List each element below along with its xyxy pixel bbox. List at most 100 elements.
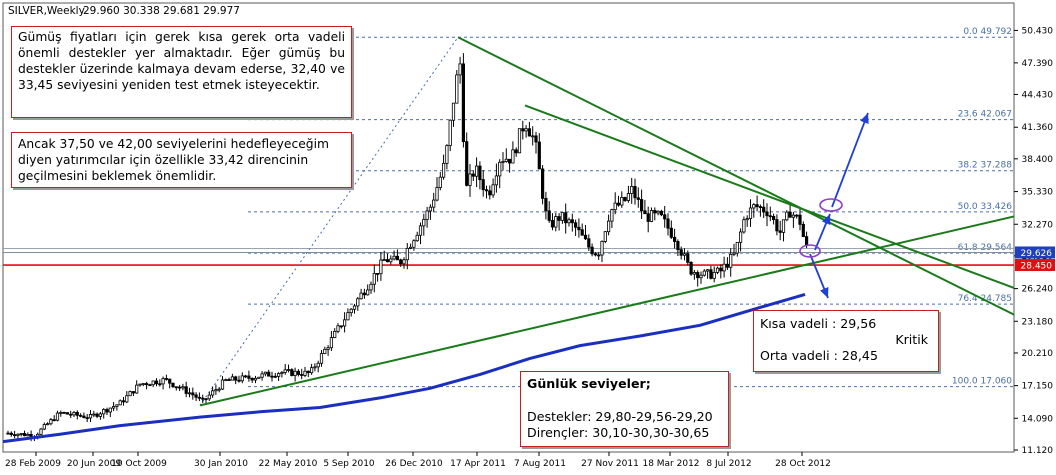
moving-average-line: [2, 292, 806, 444]
candle-body: [511, 149, 515, 164]
candle-body: [115, 404, 119, 407]
candle-body: [521, 128, 525, 132]
candle-body: [432, 199, 436, 208]
candle-body: [570, 219, 574, 224]
fib-level-label: 0.0 49.792: [963, 27, 1012, 37]
candle-body: [290, 369, 294, 376]
candle-body: [379, 259, 383, 275]
candle-body: [323, 348, 327, 354]
candle-body: [359, 292, 363, 300]
candle-body: [263, 371, 268, 375]
candle-body: [494, 175, 499, 186]
candle-body: [610, 209, 614, 222]
candle-body: [643, 210, 647, 215]
candle-body: [795, 214, 799, 217]
candle-body: [600, 241, 604, 256]
candle-body: [752, 204, 756, 209]
candle-body: [131, 391, 135, 394]
price-label-text: 29.626: [1021, 249, 1053, 259]
x-tick-label: 28 Oct 2012: [775, 459, 831, 469]
candle-body: [250, 377, 254, 381]
candle-body: [673, 236, 677, 242]
candle-body: [144, 383, 149, 386]
candle-body: [501, 161, 505, 163]
chart-symbol: SILVER,Weekly: [8, 5, 85, 17]
candle-body: [98, 413, 102, 417]
candle-body: [329, 337, 334, 349]
y-tick-label: 41.360: [1022, 123, 1054, 133]
candle-body: [758, 206, 763, 208]
candle-body: [95, 413, 99, 417]
fib-level-label: 50.0 33.426: [958, 202, 1013, 212]
candle-body: [6, 432, 10, 435]
candle-body: [564, 212, 568, 224]
candle-body: [623, 197, 627, 201]
candle-body: [392, 255, 396, 260]
candle-body: [399, 259, 403, 265]
candle-body: [138, 383, 142, 386]
candle-body: [125, 395, 129, 403]
candle-body: [491, 184, 495, 196]
candle-body: [148, 384, 152, 387]
candle-body: [765, 211, 769, 217]
candle-body: [286, 369, 291, 371]
candle-body: [319, 353, 324, 364]
candle-body: [709, 269, 713, 279]
candle-body: [326, 347, 330, 350]
candle-body: [418, 225, 423, 236]
y-tick-label: 20.210: [1022, 349, 1054, 359]
candle-body: [184, 386, 188, 394]
candle-body: [801, 223, 805, 238]
candle-body: [177, 386, 182, 389]
candle-body: [702, 270, 706, 276]
candle-body: [488, 190, 492, 196]
candle-body: [65, 412, 69, 415]
candle-body: [527, 128, 532, 137]
chart-ohlc: 29.960 30.338 29.681 29.977: [83, 5, 240, 17]
arrowhead: [820, 287, 829, 298]
candle-body: [712, 271, 716, 279]
candle-body: [739, 231, 743, 243]
candle-body: [164, 378, 168, 380]
y-tick-label: 11.120: [1022, 446, 1054, 456]
candle-body: [141, 383, 145, 385]
candle-body: [224, 379, 228, 381]
candle-body: [247, 375, 251, 379]
candle-body: [171, 382, 175, 388]
candle-body: [276, 373, 281, 377]
y-tick-label: 35.330: [1022, 188, 1054, 198]
candle-body: [557, 216, 561, 221]
x-tick-label: 28 Feb 2009: [5, 459, 61, 469]
candle-body: [273, 375, 277, 378]
candle-body: [560, 212, 565, 221]
price-label-box: [1015, 259, 1055, 272]
candle-body: [135, 384, 139, 394]
candle-body: [633, 186, 637, 199]
candle-body: [507, 158, 512, 164]
short-term-level: Kısa vadeli : 29,56: [760, 316, 877, 331]
candle-body: [554, 216, 558, 228]
candle-body: [607, 220, 611, 233]
candle-body: [201, 397, 205, 400]
candle-body: [547, 210, 551, 221]
candle-body: [230, 376, 234, 381]
candle-body: [121, 400, 126, 403]
candle-body: [346, 312, 350, 321]
x-tick-label: 18 Mar 2012: [642, 459, 699, 469]
trendline: [457, 36, 1015, 316]
candle-body: [484, 189, 489, 192]
highlight-ellipse-resistance: [819, 198, 843, 212]
annotation-resistance-text: Ancak 37,50 ve 42,00 seviyelerini hedefl…: [18, 137, 330, 183]
candle-body: [435, 187, 439, 201]
candle-body: [158, 383, 162, 386]
candle-body: [597, 254, 601, 257]
candle-body: [666, 218, 670, 229]
candle-body: [471, 173, 475, 177]
candle-body: [316, 362, 320, 368]
x-tick-label: 30 Jan 2010: [194, 459, 248, 469]
mid-term-level: Orta vadeli : 28,45: [760, 348, 878, 363]
candle-body: [791, 214, 796, 218]
candle-body: [296, 370, 301, 375]
candle-body: [451, 102, 456, 121]
